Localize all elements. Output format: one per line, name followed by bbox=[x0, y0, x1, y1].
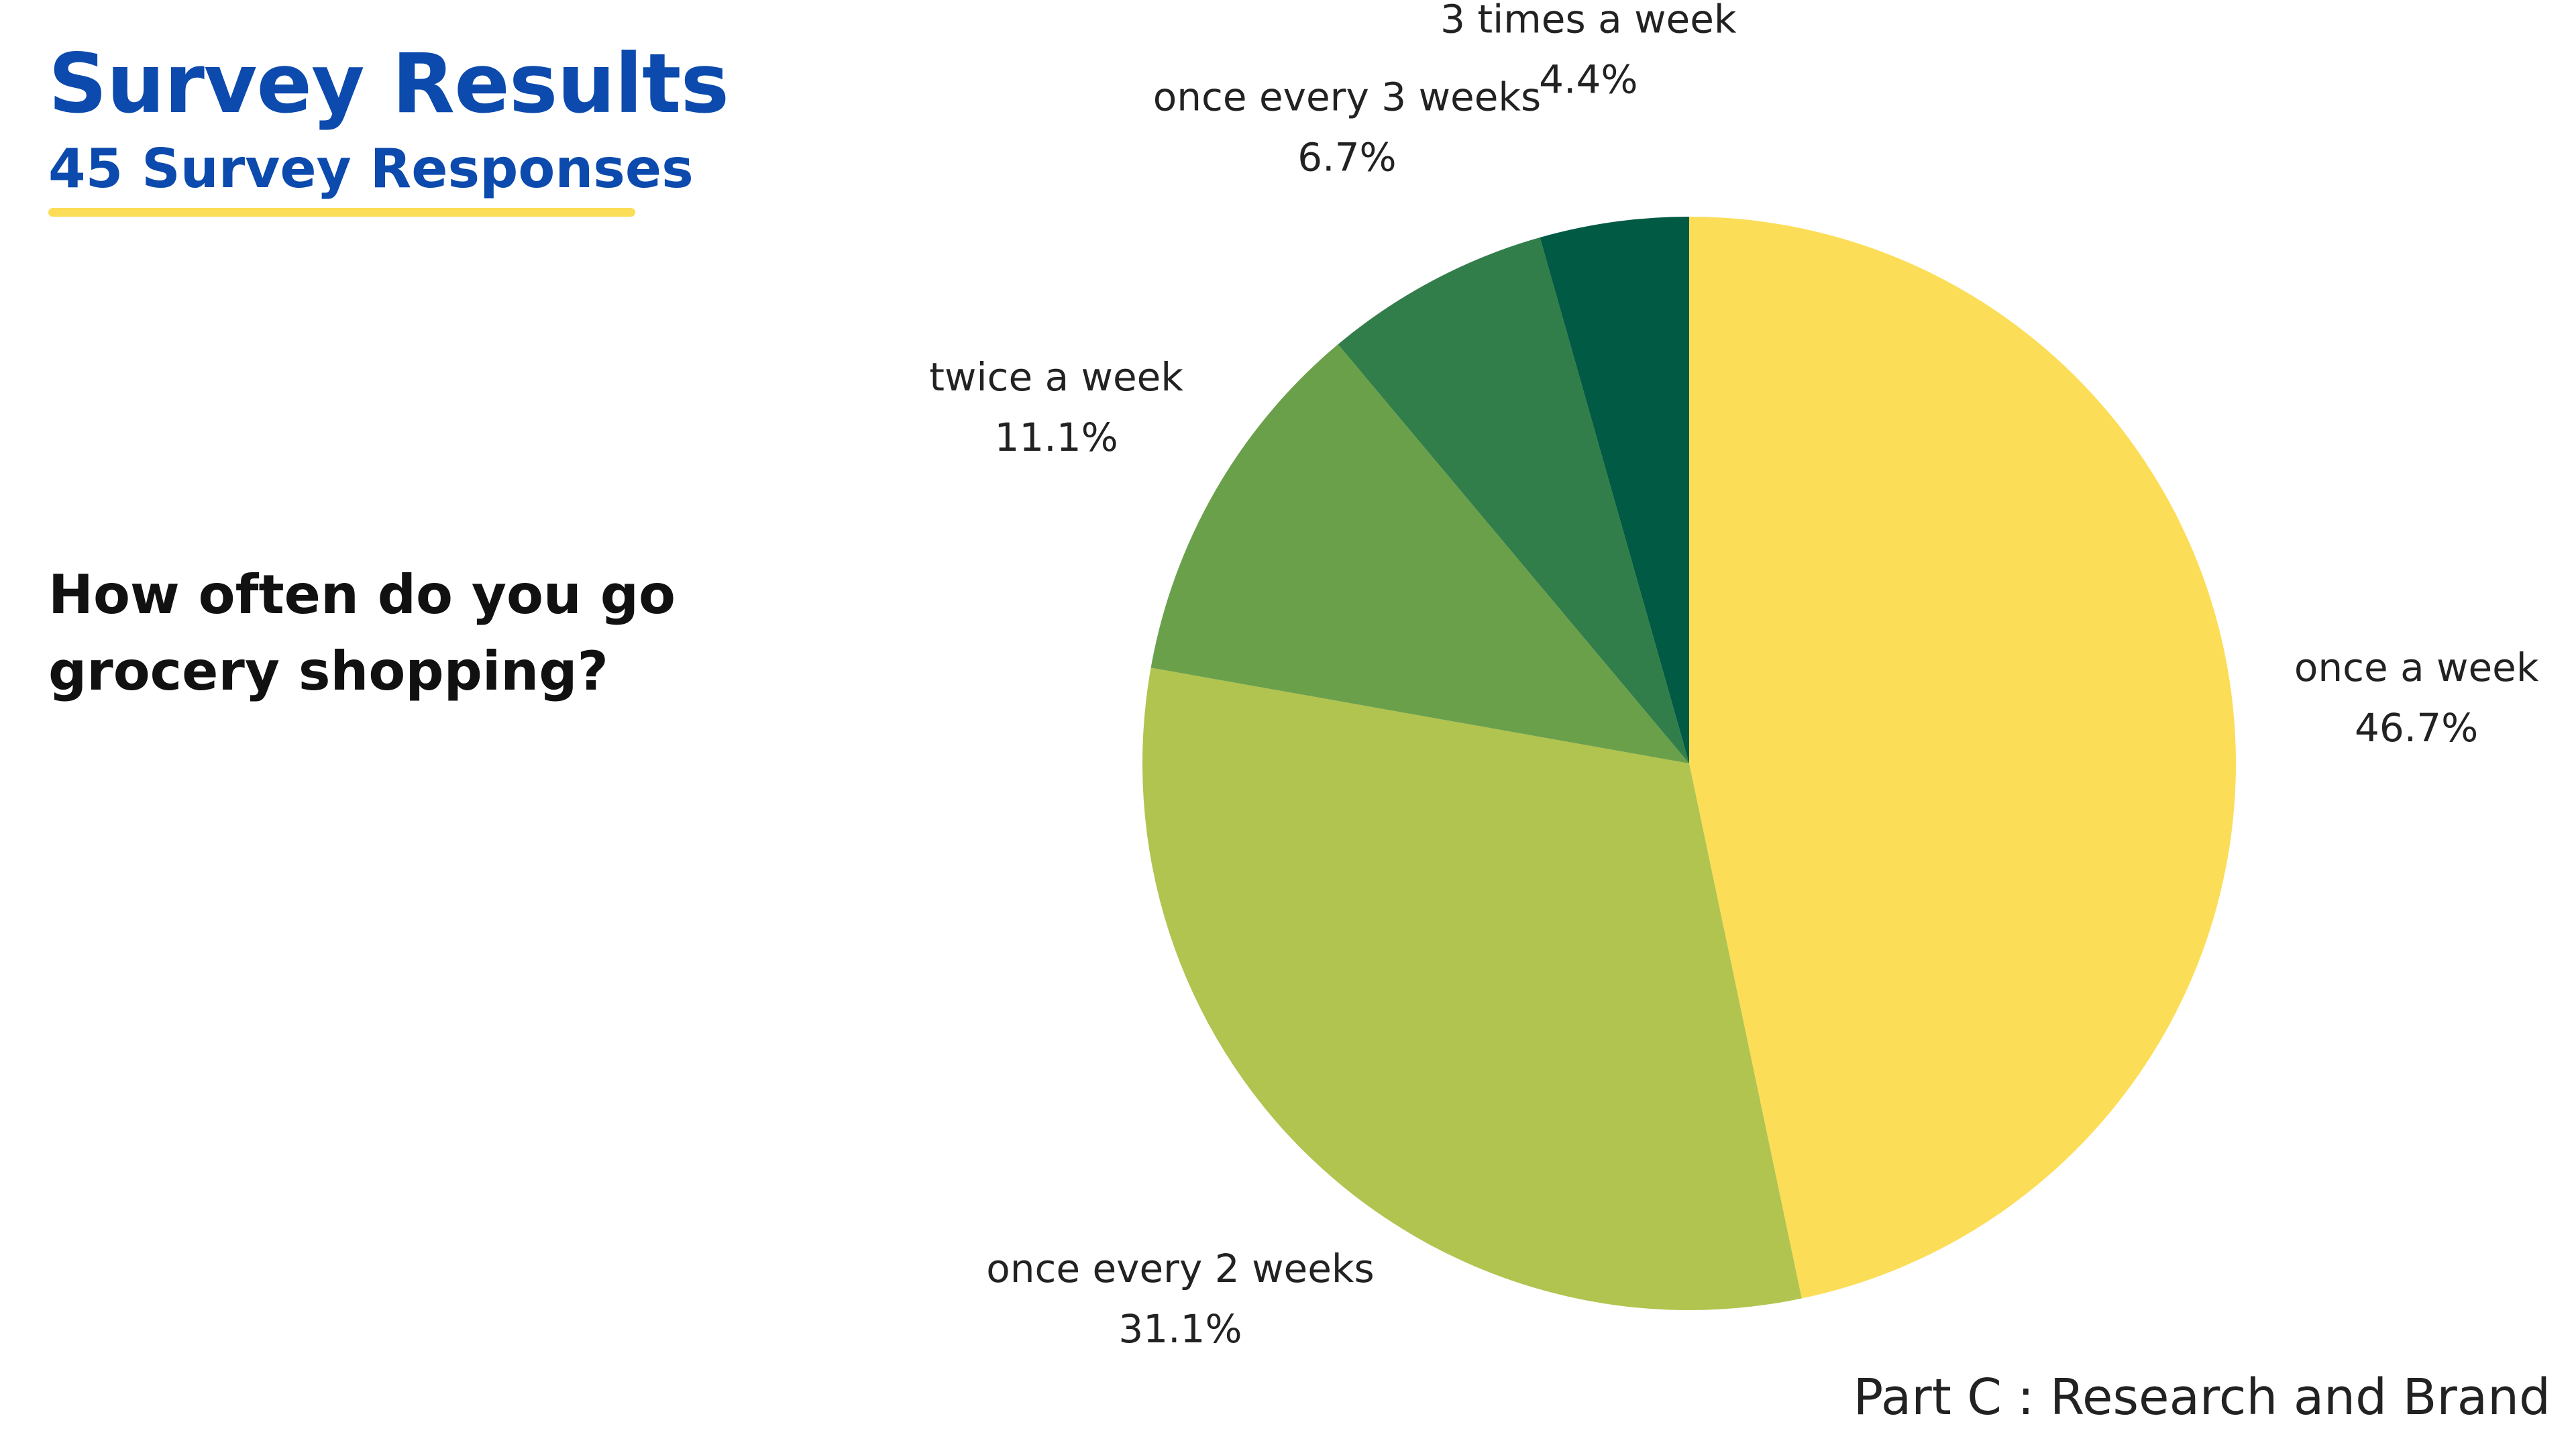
pie-label-once-every-2-weeks: once every 2 weeks 31.1% bbox=[986, 1246, 1375, 1352]
slice-category-label: once every 2 weeks bbox=[986, 1246, 1375, 1291]
slice-value-label: 31.1% bbox=[1118, 1306, 1242, 1352]
subtitle-underline bbox=[48, 208, 635, 217]
pie-slice-3-times-a-week bbox=[1540, 217, 1689, 763]
pie-labels: once a week 46.7% once every 2 weeks 31.1% t… bbox=[929, 0, 2539, 1352]
slice-category-label: once a week bbox=[2294, 645, 2539, 690]
pie-label-once-a-week: once a week 46.7% bbox=[2294, 645, 2539, 751]
page-subtitle: 45 Survey Responses bbox=[48, 138, 694, 200]
pie-label-once-every-3-weeks: once every 3 weeks 6.7% bbox=[1153, 74, 1542, 180]
pie-slice-once-every-2-weeks bbox=[1142, 667, 1802, 1311]
pie-slice-once-every-3-weeks bbox=[1338, 237, 1689, 763]
slice-category-label: twice a week bbox=[929, 354, 1183, 400]
pie-slice-twice-a-week bbox=[1150, 344, 1689, 763]
pie-slices bbox=[1142, 217, 2236, 1311]
page-title: Survey Results bbox=[48, 36, 729, 131]
slice-value-label: 6.7% bbox=[1297, 135, 1396, 180]
pie-label-twice-a-week: twice a week 11.1% bbox=[929, 354, 1183, 460]
pie-label-3-times-a-week: 3 times a week 4.4% bbox=[1440, 0, 1737, 102]
slice-category-label: 3 times a week bbox=[1440, 0, 1737, 42]
slice-value-label: 46.7% bbox=[2355, 705, 2478, 751]
slice-value-label: 4.4% bbox=[1539, 56, 1638, 102]
pie-slice-once-a-week bbox=[1689, 217, 2236, 1299]
footer-caption: Part C : Research and Brand bbox=[1853, 1368, 2551, 1426]
survey-question: How often do you go grocery shopping? bbox=[48, 564, 676, 702]
slice-value-label: 11.1% bbox=[994, 415, 1118, 460]
slice-category-label: once every 3 weeks bbox=[1153, 74, 1542, 120]
